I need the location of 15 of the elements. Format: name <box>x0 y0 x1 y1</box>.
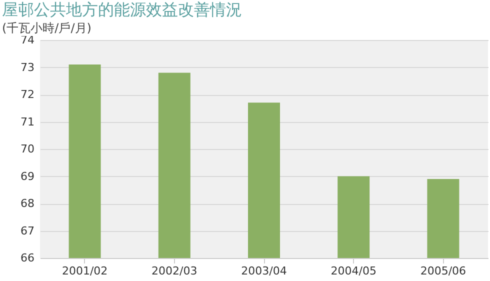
y-tick-label: 68 <box>20 197 34 210</box>
x-tick-label: 2005/06 <box>420 264 466 278</box>
x-tick-label: 2004/05 <box>330 264 376 278</box>
x-tick-label: 2003/04 <box>241 264 287 278</box>
x-tick-label: 2001/02 <box>62 264 108 278</box>
y-tick-label: 69 <box>20 170 34 183</box>
x-tick-label: 2002/03 <box>152 264 198 278</box>
y-tick-label: 66 <box>20 252 34 264</box>
y-tick-label: 71 <box>20 115 34 128</box>
chart-title: 屋邨公共地方的能源效益改善情況 <box>2 0 242 21</box>
chart-subtitle: (千瓦小時/戶/月) <box>2 20 92 36</box>
y-tick-label: 72 <box>20 88 34 101</box>
y-tick-label: 70 <box>20 142 34 156</box>
y-tick-label: 67 <box>20 224 34 238</box>
y-tick-label: 73 <box>20 60 34 74</box>
